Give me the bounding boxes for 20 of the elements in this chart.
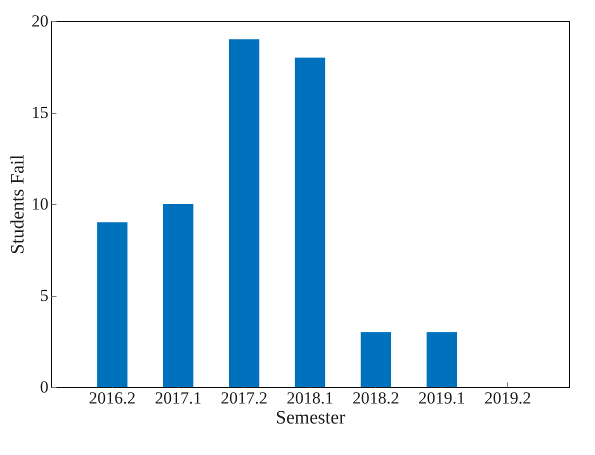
y-tick-label: 15 — [32, 103, 48, 122]
bar — [163, 204, 194, 387]
y-axis-title: Students Fail — [8, 154, 28, 254]
x-tick-label: 2019.1 — [418, 388, 466, 408]
y-tick-label: 20 — [32, 12, 48, 30]
bar — [228, 39, 260, 387]
bar — [294, 58, 326, 387]
bar — [426, 332, 457, 387]
x-axis-title: Semester — [276, 408, 346, 428]
x-tick-label: 2018.1 — [286, 388, 334, 408]
y-tick-label: 10 — [32, 194, 48, 214]
y-tick-label: 5 — [40, 286, 48, 305]
x-tick-label: 2016.2 — [88, 388, 136, 408]
x-tick-label: 2017.2 — [220, 388, 268, 408]
bar — [97, 222, 128, 387]
x-tick-label: 2019.2 — [484, 388, 532, 408]
bar — [360, 332, 392, 387]
x-tick-label: 2018.2 — [352, 388, 400, 408]
x-tick-label: 2017.1 — [154, 388, 202, 408]
y-tick-label: 0 — [40, 378, 48, 396]
